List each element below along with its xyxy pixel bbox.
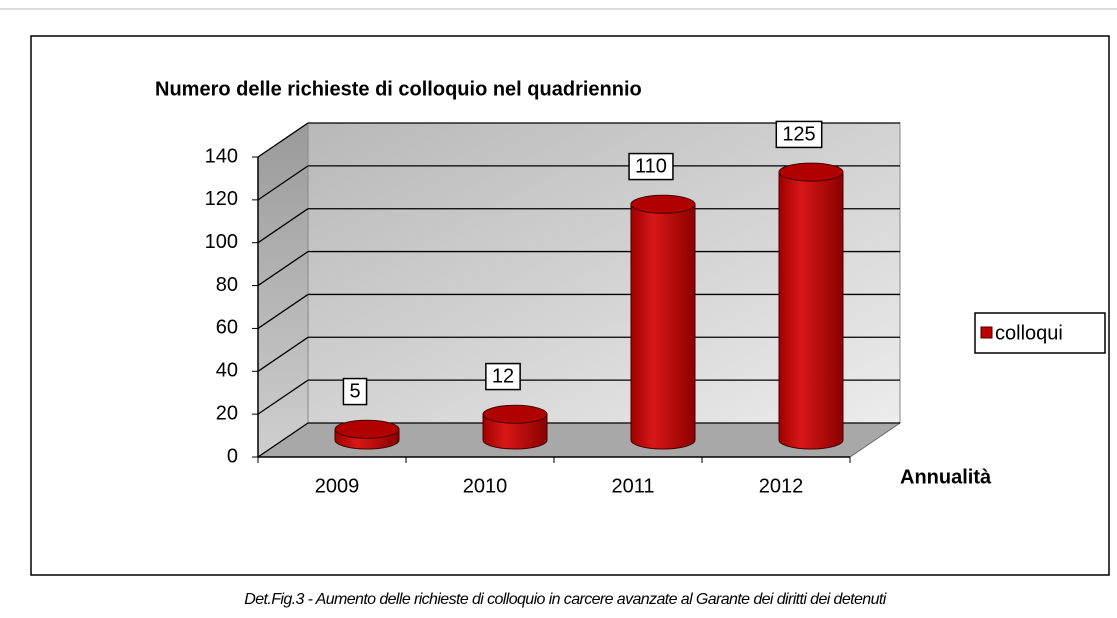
- x-axis-label: Annualità: [900, 466, 992, 488]
- caption: Det.Fig.3 - Aumento delle richieste di c…: [244, 591, 886, 608]
- bar-top: [778, 162, 844, 182]
- chart-title: Numero delle richieste di colloquio nel …: [155, 78, 642, 100]
- bar-top: [482, 404, 548, 424]
- bar: [630, 203, 696, 450]
- y-tick-label: 60: [216, 317, 238, 339]
- grid-line-side: [257, 293, 309, 329]
- x-tick-label: 2010: [463, 475, 508, 497]
- data-label: 125: [782, 123, 815, 145]
- grid-line-side: [257, 251, 309, 287]
- y-tick-label: 40: [216, 360, 238, 382]
- y-tick-label: 100: [205, 231, 238, 253]
- data-label-box: [485, 362, 521, 391]
- grid-line-side: [257, 208, 309, 244]
- bar-top: [334, 419, 400, 439]
- grid-line-side: [257, 379, 309, 415]
- bar: [482, 413, 548, 450]
- data-label-box: [628, 152, 674, 181]
- plot-area: 0 20 40 60 80 100 120 140 2009 2010 2011 2012 5 12 110…: [205, 120, 1106, 497]
- y-tick-label: 80: [216, 274, 238, 296]
- y-tick-label: 140: [205, 145, 238, 167]
- side-wall: [257, 122, 309, 458]
- grid-line-side: [257, 422, 309, 458]
- y-tick-label: 120: [205, 188, 238, 210]
- data-label-box: [342, 377, 368, 406]
- legend-swatch: [980, 326, 993, 339]
- bar-top: [630, 194, 696, 214]
- grid-line-side: [257, 122, 309, 158]
- grid-line-side: [257, 336, 309, 372]
- bar: [778, 171, 844, 450]
- y-tick-label: 20: [216, 402, 238, 424]
- grid-line-side: [257, 165, 309, 201]
- x-tick-label: 2012: [759, 475, 804, 497]
- legend-box: [974, 312, 1106, 354]
- y-tick-label: 0: [227, 445, 238, 467]
- x-tick-label: 2011: [611, 475, 654, 497]
- data-label: 12: [492, 366, 514, 388]
- x-tick-label: 2009: [315, 475, 360, 497]
- data-label-box: [775, 120, 823, 149]
- data-label: 5: [349, 381, 360, 403]
- legend-label: colloqui: [995, 322, 1063, 344]
- data-label: 110: [635, 156, 667, 178]
